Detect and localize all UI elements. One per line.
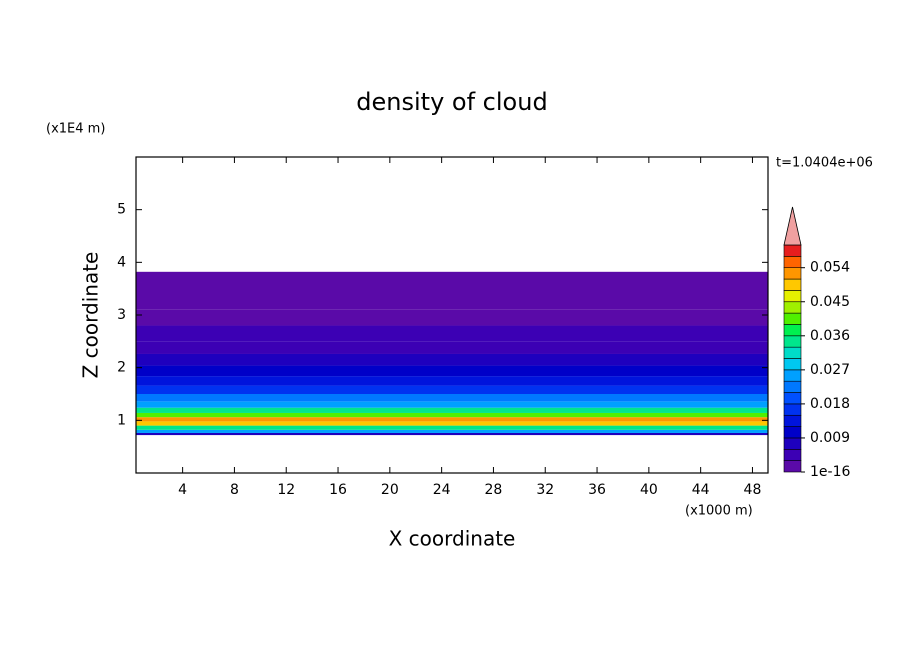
colorbar-box bbox=[783, 301, 802, 314]
colorbar-box bbox=[783, 358, 802, 371]
colorbar-box bbox=[783, 448, 802, 461]
density-band bbox=[136, 407, 768, 413]
colorbar-box bbox=[783, 244, 802, 257]
colorbar-box bbox=[783, 380, 802, 393]
x-tick-label: 12 bbox=[277, 482, 295, 498]
y-axis-title: Z coordinate bbox=[79, 252, 103, 379]
colorbar-box bbox=[783, 335, 802, 348]
y-tick-label: 5 bbox=[117, 202, 126, 218]
colorbar-overflow bbox=[783, 206, 802, 246]
x-tick-label: 36 bbox=[588, 482, 606, 498]
x-tick-label: 4 bbox=[178, 482, 187, 498]
colorbar-box bbox=[783, 256, 802, 269]
density-band bbox=[136, 401, 768, 408]
colorbar-box bbox=[783, 290, 802, 303]
colorbar-box bbox=[783, 426, 802, 439]
density-band bbox=[136, 353, 768, 366]
y-tick-label: 4 bbox=[117, 254, 126, 270]
density-band bbox=[136, 365, 768, 377]
colorbar-box bbox=[783, 267, 802, 280]
colorbar-box bbox=[783, 460, 802, 473]
colorbar-box bbox=[783, 346, 802, 359]
density-band bbox=[136, 421, 768, 426]
colorbar-box bbox=[783, 312, 802, 325]
x-tick-label: 16 bbox=[329, 482, 347, 498]
colorbar-tick-label: 0.018 bbox=[810, 396, 850, 412]
density-band bbox=[136, 412, 768, 418]
density-band bbox=[136, 425, 768, 430]
density-band bbox=[136, 376, 768, 386]
colorbar-tick-label: 0.027 bbox=[810, 362, 850, 378]
x-tick-label: 32 bbox=[536, 482, 554, 498]
x-unit-label: (x1000 m) bbox=[685, 504, 753, 519]
colorbar-box bbox=[783, 392, 802, 405]
x-tick-label: 44 bbox=[692, 482, 710, 498]
density-band bbox=[136, 325, 768, 342]
colorbar-box bbox=[783, 369, 802, 382]
colorbar-tick-label: 1e-16 bbox=[810, 464, 850, 480]
density-band bbox=[136, 394, 768, 402]
density-band bbox=[136, 309, 768, 326]
colorbar-box bbox=[783, 324, 802, 337]
density-band bbox=[136, 417, 768, 422]
y-tick-label: 1 bbox=[117, 412, 126, 428]
x-tick-label: 24 bbox=[433, 482, 451, 498]
colorbar-box bbox=[783, 278, 802, 291]
colorbar-tick-label: 0.036 bbox=[810, 328, 850, 344]
x-axis-title: X coordinate bbox=[389, 527, 516, 551]
x-tick-label: 28 bbox=[485, 482, 503, 498]
x-tick-label: 20 bbox=[381, 482, 399, 498]
y-unit-label: (x1E4 m) bbox=[46, 122, 105, 137]
colorbar-tick-label: 0.045 bbox=[810, 294, 850, 310]
colorbar-tick-label: 0.054 bbox=[810, 260, 850, 276]
colorbar-box bbox=[783, 414, 802, 427]
y-tick-label: 3 bbox=[117, 307, 126, 323]
colorbar-tick-label: 0.009 bbox=[810, 430, 850, 446]
y-tick-label: 2 bbox=[117, 360, 126, 376]
time-label: t=1.0404e+06 bbox=[776, 156, 873, 171]
x-tick-label: 40 bbox=[640, 482, 658, 498]
chart-title: density of cloud bbox=[356, 88, 547, 116]
colorbar-box bbox=[783, 403, 802, 416]
x-tick-label: 48 bbox=[744, 482, 762, 498]
colorbar-box bbox=[783, 437, 802, 450]
density-band bbox=[136, 271, 768, 310]
density-band bbox=[136, 385, 768, 394]
density-band bbox=[136, 341, 768, 354]
density-band bbox=[136, 429, 768, 433]
x-tick-label: 8 bbox=[230, 482, 239, 498]
density-band bbox=[136, 432, 768, 436]
